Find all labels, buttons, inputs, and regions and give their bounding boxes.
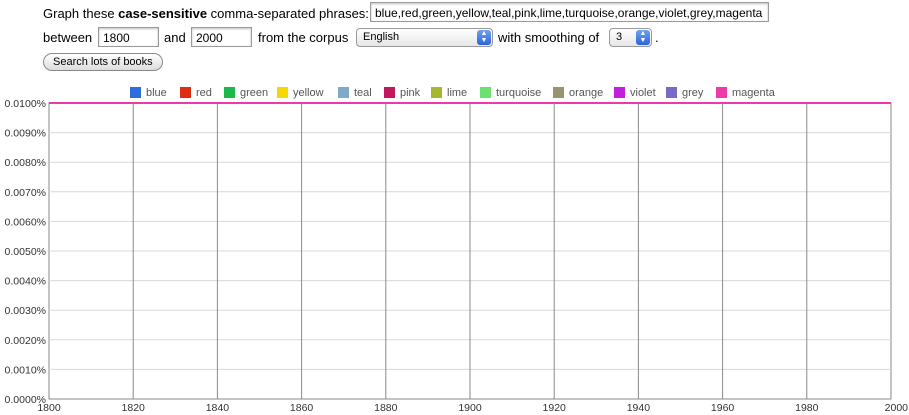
legend-label-blue: blue: [146, 87, 167, 99]
legend-swatch-green: [224, 87, 235, 98]
search-button[interactable]: Search lots of books: [43, 53, 163, 71]
legend-label-teal: teal: [354, 87, 372, 99]
period-text: .: [655, 30, 659, 45]
x-tick-label: 1920: [543, 402, 567, 414]
legend-label-pink: pink: [400, 87, 421, 99]
x-tick-label: 1860: [290, 402, 314, 414]
y-tick-label: 0.0070%: [5, 187, 46, 199]
y-tick-label: 0.0060%: [5, 216, 46, 228]
legend-swatch-lime: [431, 87, 442, 98]
select-arrows-icon: ▲ ▼: [636, 30, 650, 45]
y-tick-label: 0.0010%: [5, 364, 46, 376]
intro-bold: case-sensitive: [118, 6, 208, 21]
legend-swatch-turquoise: [480, 87, 491, 98]
x-tick-label: 1900: [458, 402, 482, 414]
legend-swatch-orange: [553, 87, 564, 98]
corpus-value: English: [363, 31, 400, 43]
legend-swatch-yellow: [277, 87, 288, 98]
and-label: and: [164, 30, 186, 45]
x-tick-label: 1840: [206, 402, 230, 414]
ngram-chart: blue red green yellow teal pink lime turquoise o…: [5, 87, 909, 414]
y-tick-label: 0.0020%: [5, 335, 46, 347]
year-end-input[interactable]: 2000: [191, 27, 252, 47]
legend-swatch-red: [180, 87, 191, 98]
y-tick-label: 0.0050%: [5, 246, 46, 258]
legend-swatch-grey: [666, 87, 677, 98]
phrases-input[interactable]: blue,red,green,yellow,teal,pink,lime,tur…: [370, 2, 769, 22]
y-tick-label: 0.0090%: [5, 128, 46, 140]
x-tick-label: 1820: [122, 402, 146, 414]
legend-label-magenta: magenta: [732, 87, 776, 99]
legend-label-turquoise: turquoise: [496, 87, 541, 99]
legend-label-green: green: [240, 87, 268, 99]
y-tick-label: 0.0040%: [5, 276, 46, 288]
y-tick-label: 0.0080%: [5, 157, 46, 169]
corpus-label: from the corpus: [258, 30, 349, 45]
x-tick-label: 1960: [711, 402, 735, 414]
legend-swatch-blue: [130, 87, 141, 98]
y-tick-label: 0.0000%: [5, 394, 46, 406]
corpus-select[interactable]: English ▲ ▼: [356, 28, 493, 47]
x-tick-label: 1980: [795, 402, 819, 414]
legend-swatch-pink: [384, 87, 395, 98]
intro-prefix: Graph these: [43, 6, 119, 21]
smoothing-label: with smoothing of: [498, 30, 600, 45]
select-arrows-icon: ▲ ▼: [477, 30, 491, 45]
legend-label-yellow: yellow: [293, 87, 324, 99]
x-tick-label: 1880: [374, 402, 398, 414]
intro-text: Graph these case-sensitive comma-separat…: [43, 6, 369, 21]
legend-label-red: red: [196, 87, 212, 99]
y-tick-label: 0.0100%: [5, 98, 46, 110]
year-start-input[interactable]: 1800: [98, 27, 159, 47]
legend-label-lime: lime: [447, 87, 467, 99]
x-tick-label: 1940: [627, 402, 651, 414]
intro-suffix: comma-separated phrases:: [207, 6, 369, 21]
legend-label-grey: grey: [682, 87, 704, 99]
legend-swatch-teal: [338, 87, 349, 98]
between-label: between: [43, 30, 93, 45]
legend-swatch-magenta: [716, 87, 727, 98]
y-tick-label: 0.0030%: [5, 305, 46, 317]
legend-swatch-violet: [614, 87, 625, 98]
x-tick-label: 1800: [37, 402, 61, 414]
smoothing-select[interactable]: 3 ▲ ▼: [609, 28, 652, 47]
legend-label-orange: orange: [569, 87, 603, 99]
x-tick-label: 2000: [885, 402, 909, 414]
smoothing-value: 3: [616, 31, 623, 43]
legend-label-violet: violet: [630, 87, 656, 99]
